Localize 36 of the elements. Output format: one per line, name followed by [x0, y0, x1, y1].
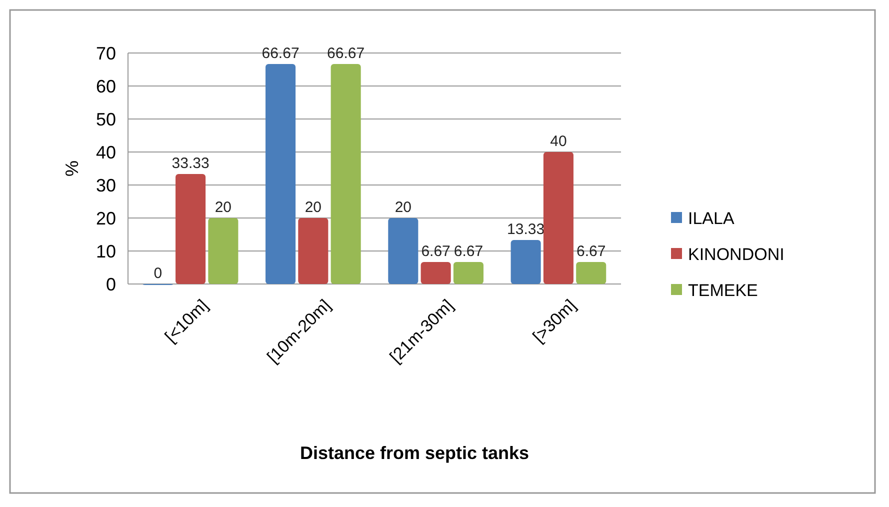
data-label: 66.67	[327, 44, 365, 62]
bar	[330, 64, 361, 284]
y-tick-label: 60	[96, 76, 116, 96]
data-label: 6.67	[454, 242, 484, 260]
bar	[510, 240, 541, 284]
y-tick-label: 20	[96, 208, 116, 228]
data-label: 66.67	[262, 44, 300, 62]
bar	[576, 262, 606, 284]
bar	[543, 152, 574, 284]
y-tick-label: 10	[96, 241, 116, 262]
y-tick-label: 70	[96, 43, 116, 64]
bar	[453, 262, 484, 284]
data-label: 20	[214, 199, 232, 216]
x-axis-title: Distance from septic tanks	[300, 443, 530, 463]
legend-label: ILALA	[688, 208, 735, 228]
y-tick-label: 0	[106, 274, 116, 294]
legend-label: KINONDONI	[688, 244, 784, 264]
data-label: 20	[394, 199, 412, 216]
bar	[176, 174, 206, 284]
y-tick-label: 40	[96, 142, 116, 162]
bar	[388, 218, 418, 284]
data-label: 40	[550, 133, 567, 150]
data-label: 0	[154, 265, 162, 282]
legend-label: TEMEKE	[688, 280, 758, 300]
data-label: 6.67	[421, 242, 450, 260]
data-label: 33.33	[172, 155, 210, 172]
y-tick-label: 30	[96, 175, 116, 196]
bar	[266, 64, 296, 284]
data-label: 13.33	[507, 221, 545, 238]
data-label: 20	[304, 199, 322, 216]
bar	[298, 218, 328, 284]
bar	[208, 218, 238, 284]
bar	[420, 262, 451, 284]
y-tick-label: 50	[96, 109, 116, 130]
y-axis-title: %	[62, 160, 82, 177]
data-label: 6.67	[576, 242, 606, 260]
